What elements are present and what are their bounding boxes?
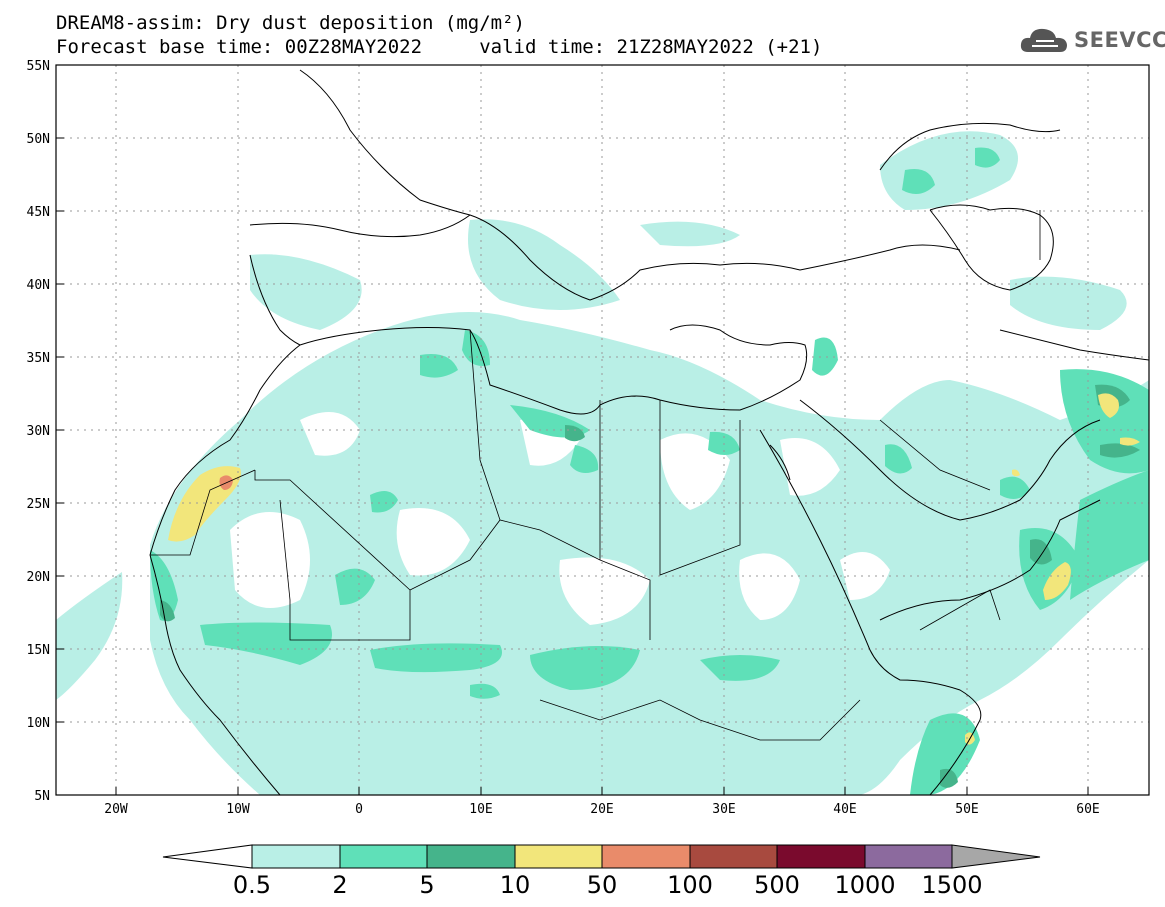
colorbar-swatch: [514, 844, 603, 869]
lon-label: 0: [355, 802, 363, 817]
lon-label: 30E: [712, 802, 735, 817]
colorbar-low-arrow: [162, 844, 253, 869]
axis-ticks: [56, 64, 1089, 795]
lat-label: 20N: [27, 570, 50, 585]
colorbar-swatch: [601, 844, 691, 869]
lon-label: 40E: [833, 802, 856, 817]
coastlines: [149, 69, 1149, 795]
lat-label: 30N: [27, 424, 50, 439]
colorbar-swatch: [426, 844, 516, 869]
lat-label: 45N: [27, 205, 50, 220]
map-title: DREAM8-assim: Dry dust deposition (mg/m²…: [56, 12, 525, 34]
longitude-labels: 20W 10W 0 10E 20E 30E 40E 50E 60E: [104, 802, 1099, 817]
lon-label: 60E: [1076, 802, 1099, 817]
field-clear-areas: [230, 412, 890, 625]
colorbar-swatch: [864, 844, 953, 869]
colorbar-swatch: [689, 844, 778, 869]
lat-label: 25N: [27, 497, 50, 512]
lat-label: 5N: [34, 789, 50, 804]
lat-label: 15N: [27, 643, 50, 658]
lat-label: 10N: [27, 716, 50, 731]
colorbar-label: 50: [587, 871, 618, 899]
colorbar-label: 100: [667, 871, 713, 899]
lat-label: 35N: [27, 351, 50, 366]
dust-deposition-field: [56, 131, 1149, 795]
lat-label: 40N: [27, 278, 50, 293]
lon-label: 10W: [226, 802, 250, 817]
lon-label: 50E: [955, 802, 978, 817]
colorbar-high-arrow: [951, 844, 1041, 869]
country-borders: [150, 210, 1041, 741]
field-level-2: [150, 147, 1149, 795]
field-level-0-5: [56, 131, 1149, 795]
lon-label: 20W: [104, 802, 128, 817]
colorbar-swatch: [776, 844, 866, 869]
colorbar-label: 0.5: [233, 871, 271, 899]
colorbar-label: 1000: [834, 871, 895, 899]
forecast-time-line: Forecast base time: 00Z28MAY2022 valid t…: [56, 36, 823, 58]
cloud-icon: [1020, 28, 1067, 52]
colorbar-label: 2: [332, 871, 347, 899]
lon-label: 10E: [469, 802, 492, 817]
lon-label: 20E: [590, 802, 613, 817]
latitude-labels: 55N 50N 45N 40N 35N 30N 25N 20N 15N 10N …: [27, 59, 50, 804]
colorbar-swatch: [251, 844, 341, 869]
lat-label: 55N: [27, 59, 50, 74]
graticule: [56, 65, 1149, 795]
colorbar-label: 5: [419, 871, 434, 899]
colorbar-label: 500: [754, 871, 800, 899]
colorbar-label: 1500: [921, 871, 982, 899]
colorbar-label: 10: [500, 871, 531, 899]
logo-text: SEEVCCC: [1074, 28, 1165, 52]
colorbar-swatch: [339, 844, 428, 869]
colorbar: 0.5 2 5 10 50 100 500 1000 1500: [162, 844, 1041, 899]
seevccc-logo: SEEVCCC: [1018, 22, 1165, 58]
lat-label: 50N: [27, 132, 50, 147]
